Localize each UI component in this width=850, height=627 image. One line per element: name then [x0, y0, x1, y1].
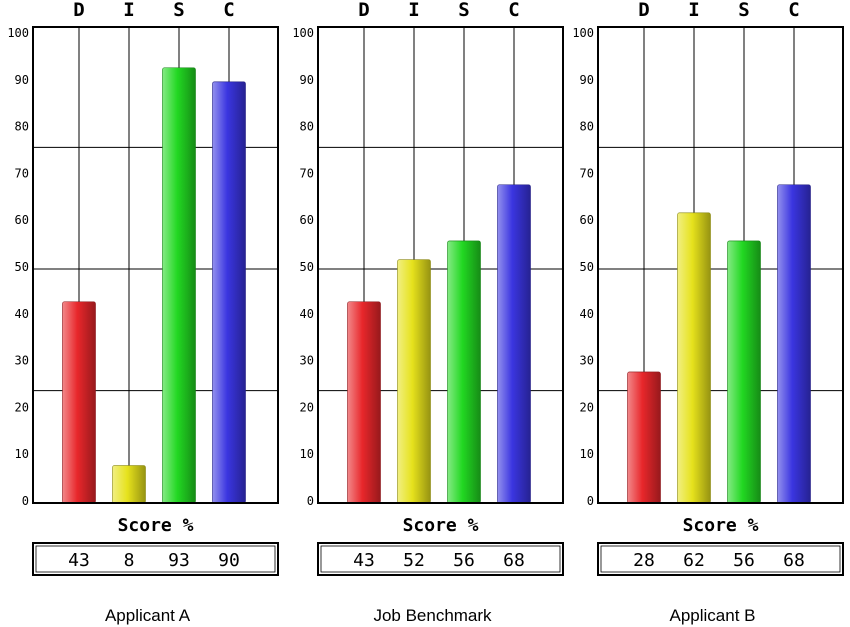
score-value-i: 52 [403, 550, 425, 571]
category-label-s: S [458, 0, 469, 21]
score-value-i: 62 [683, 550, 705, 571]
y-tick-label: 0 [22, 494, 29, 508]
category-label-i: I [408, 0, 419, 21]
y-tick-label: 70 [15, 166, 29, 180]
y-tick-label: 80 [300, 120, 314, 134]
bar-d [347, 301, 381, 504]
chart-panel-1: D I S C 0 10 20 30 40 50 60 70 80 90 100 Score % 43 8 93 90… [7, 0, 279, 625]
plot-frame-outline [32, 26, 279, 504]
bar-c [497, 184, 531, 504]
score-box-inner [35, 545, 276, 573]
y-tick-label: 40 [300, 307, 314, 321]
score-value-s: 56 [733, 550, 755, 571]
score-box [597, 542, 844, 576]
x-axis-label: Score % [403, 515, 479, 536]
category-label-s: S [738, 0, 749, 21]
chart-panel-3: D I S C 0 10 20 30 40 50 60 70 80 90 100 Score % 28 62 56 6… [572, 0, 844, 625]
category-label-c: C [788, 0, 799, 21]
y-tick-label: 0 [307, 494, 314, 508]
bar-c [212, 81, 246, 504]
bar-i [397, 259, 431, 504]
score-value-c: 68 [783, 550, 805, 571]
y-tick-label: 40 [580, 307, 594, 321]
bar-c [777, 184, 811, 504]
y-tick-label: 10 [15, 447, 29, 461]
y-tick-label: 100 [292, 26, 314, 40]
y-tick-label: 90 [15, 73, 29, 87]
y-tick-label: 20 [300, 400, 314, 414]
score-box-inner [320, 545, 561, 573]
y-tick-label: 90 [580, 73, 594, 87]
plot-frame-outline [317, 26, 564, 504]
x-axis-label: Score % [683, 515, 759, 536]
category-label-d: D [358, 0, 369, 21]
chart-panel-2: D I S C 0 10 20 30 40 50 60 70 80 90 100 Score % 43 52 56 6… [292, 0, 564, 625]
y-tick-label: 70 [580, 166, 594, 180]
score-value-d: 43 [353, 550, 375, 571]
category-label-i: I [123, 0, 134, 21]
chart-title: Applicant A [105, 606, 191, 625]
score-box [317, 542, 564, 576]
score-value-s: 93 [168, 550, 190, 571]
score-value-i: 8 [124, 550, 135, 571]
y-tick-label: 30 [580, 354, 594, 368]
y-tick-label: 30 [300, 354, 314, 368]
score-box [32, 542, 279, 576]
y-tick-label: 50 [580, 260, 594, 274]
bar-i [677, 212, 711, 504]
score-value-d: 28 [633, 550, 655, 571]
y-tick-label: 100 [572, 26, 594, 40]
bar-d [627, 371, 661, 504]
y-tick-label: 90 [300, 73, 314, 87]
score-value-s: 56 [453, 550, 475, 571]
bar-s [162, 67, 196, 504]
y-tick-label: 50 [15, 260, 29, 274]
category-label-c: C [223, 0, 234, 21]
bar-s [447, 240, 481, 504]
y-tick-label: 100 [7, 26, 29, 40]
score-box-inner [600, 545, 841, 573]
category-label-c: C [508, 0, 519, 21]
score-value-c: 68 [503, 550, 525, 571]
bar-i [112, 465, 146, 504]
y-tick-label: 20 [580, 400, 594, 414]
y-tick-label: 20 [15, 400, 29, 414]
bar-d [62, 301, 96, 504]
y-tick-label: 40 [15, 307, 29, 321]
y-tick-label: 10 [300, 447, 314, 461]
score-value-d: 43 [68, 550, 90, 571]
y-tick-label: 10 [580, 447, 594, 461]
y-tick-label: 60 [580, 213, 594, 227]
x-axis-label: Score % [118, 515, 194, 536]
y-tick-label: 60 [15, 213, 29, 227]
y-tick-label: 60 [300, 213, 314, 227]
y-tick-label: 70 [300, 166, 314, 180]
plot-frame-outline [597, 26, 844, 504]
chart-title: Job Benchmark [373, 606, 492, 625]
category-label-i: I [688, 0, 699, 21]
score-value-c: 90 [218, 550, 240, 571]
y-tick-label: 0 [587, 494, 594, 508]
y-tick-label: 80 [15, 120, 29, 134]
chart-title: Applicant B [670, 606, 756, 625]
category-label-d: D [73, 0, 84, 21]
category-label-s: S [173, 0, 184, 21]
y-tick-label: 30 [15, 354, 29, 368]
category-label-d: D [638, 0, 649, 21]
bar-s [727, 240, 761, 504]
y-tick-label: 50 [300, 260, 314, 274]
y-tick-label: 80 [580, 120, 594, 134]
